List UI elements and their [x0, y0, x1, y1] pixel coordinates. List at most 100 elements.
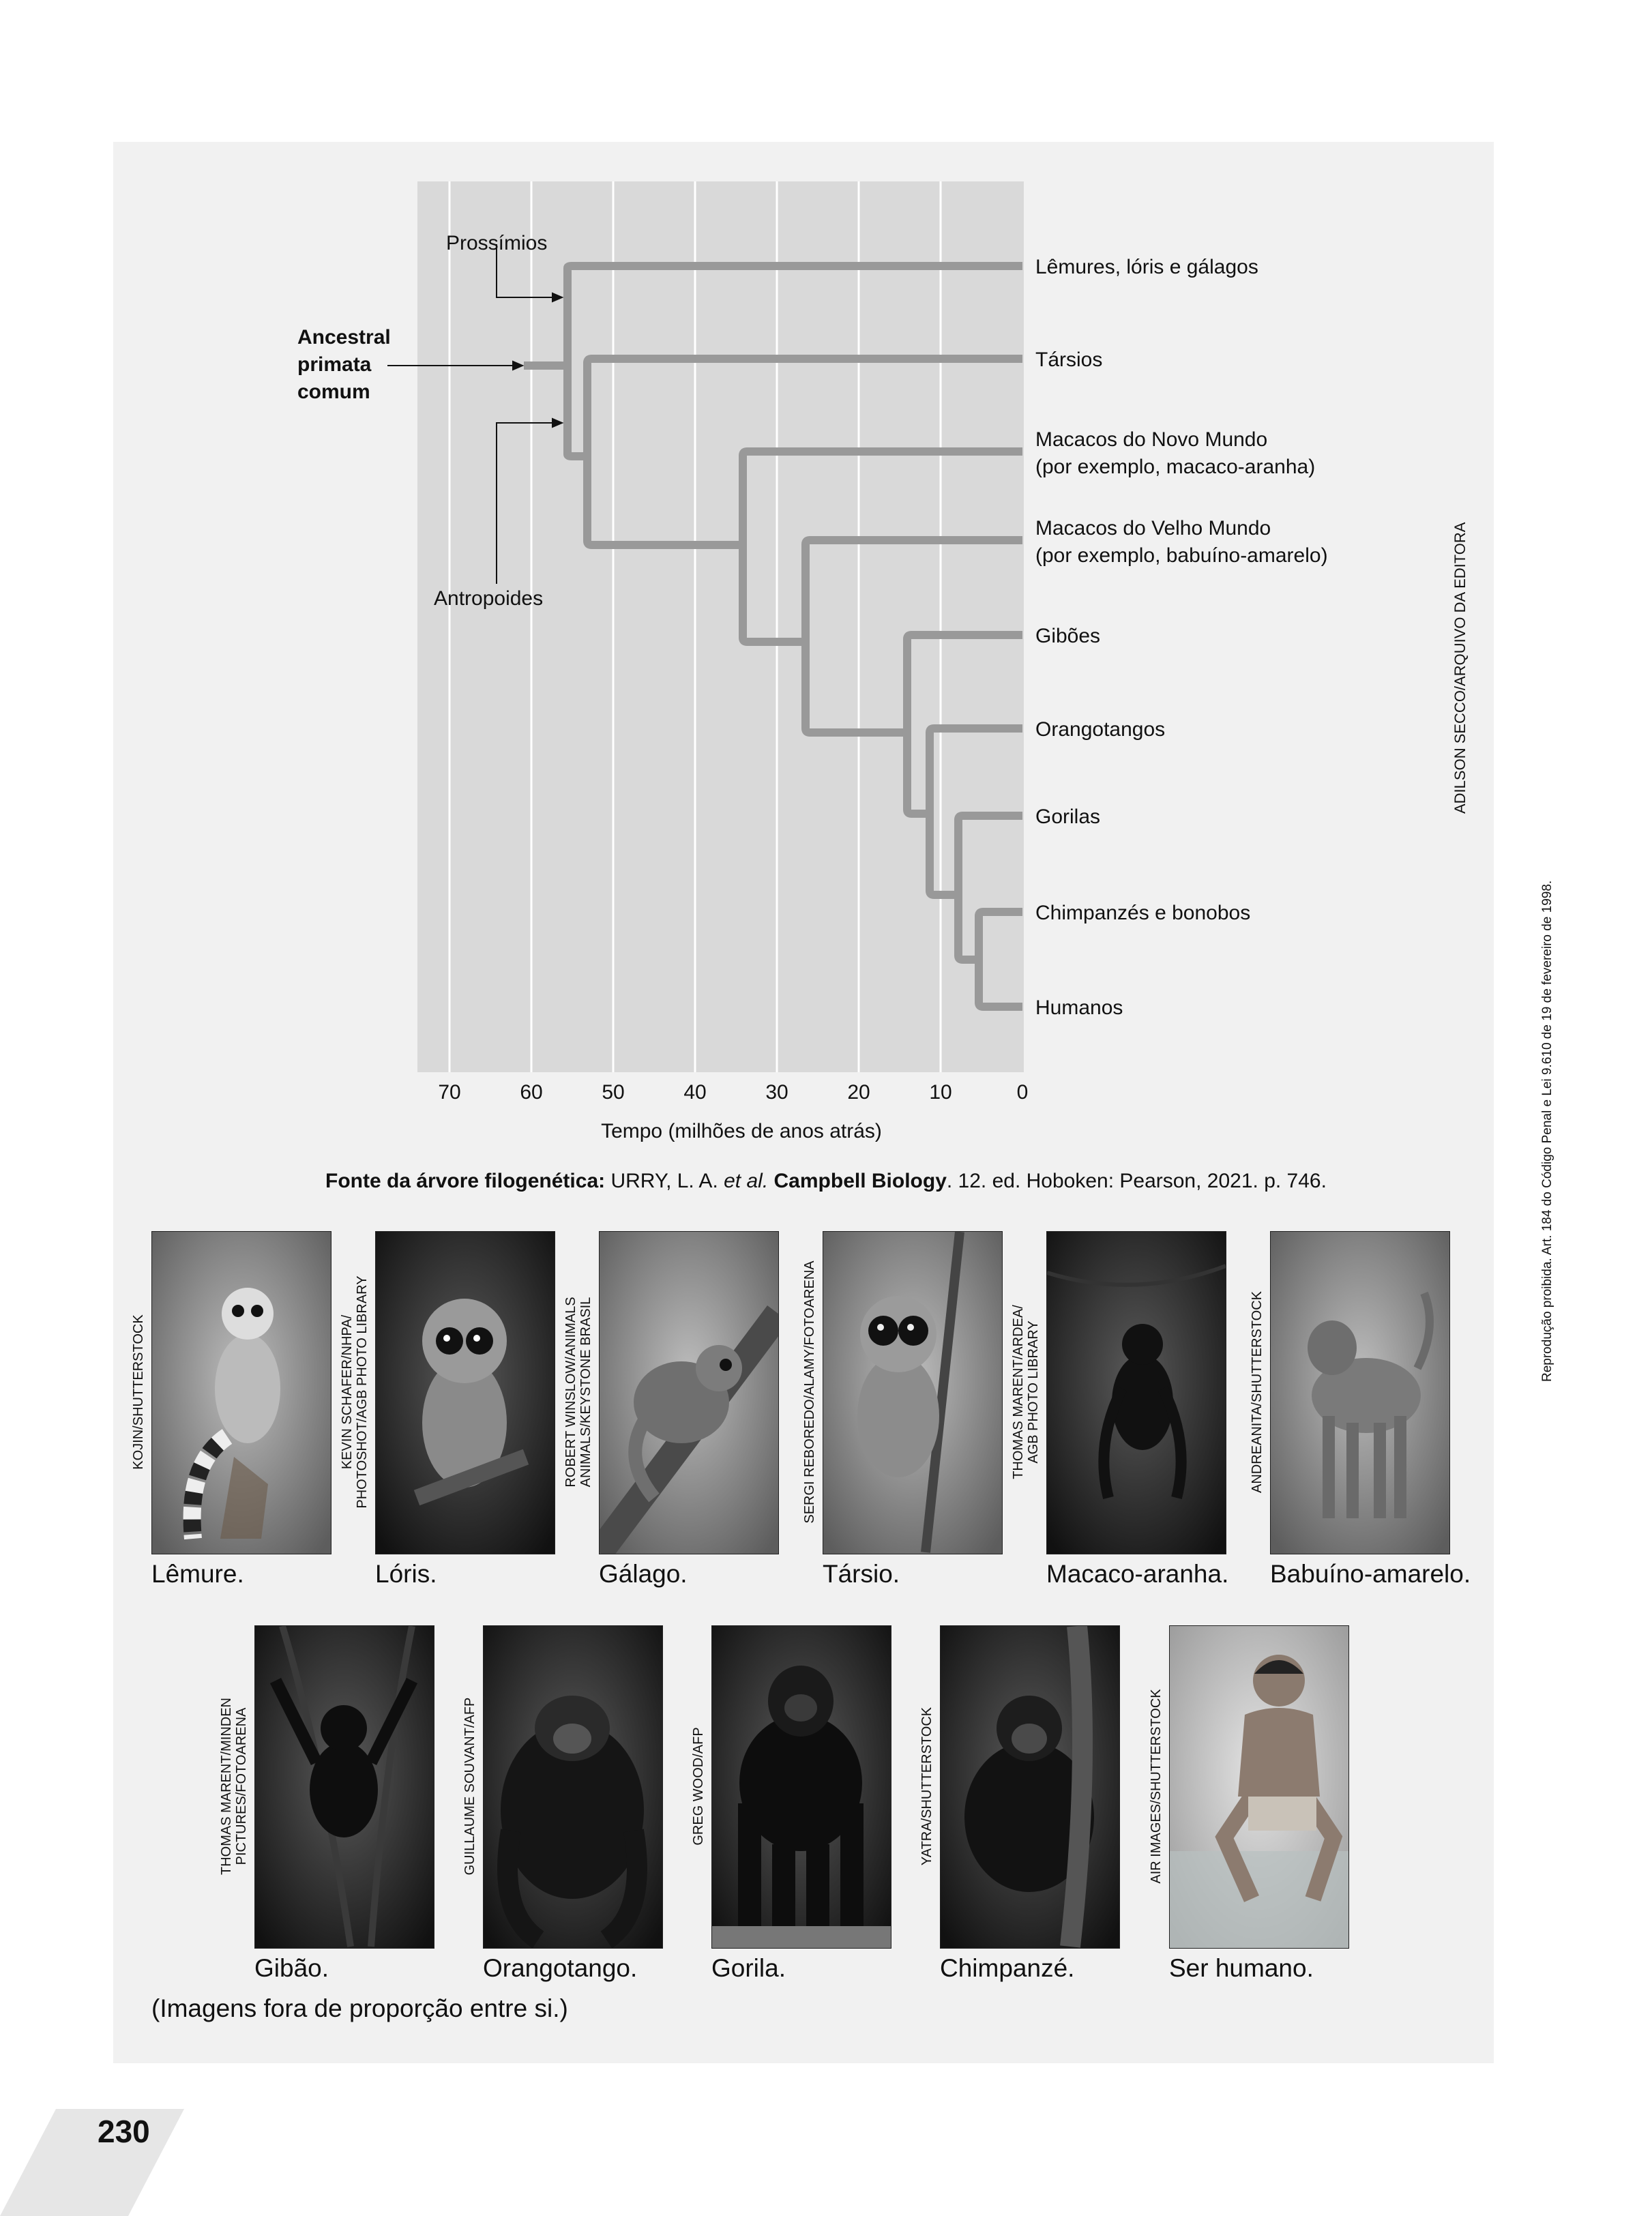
- photo-credit: GUILLAUME SOUVANT/AFP: [462, 1625, 477, 1947]
- human-icon: [1170, 1626, 1348, 1948]
- prosimians-arrowhead: [552, 292, 564, 303]
- ancestor-label-line-2: primata: [297, 353, 372, 376]
- source-authors: URRY, L. A.: [610, 1170, 718, 1192]
- photo-galago: [599, 1231, 779, 1554]
- photo-credit-line: ANIMALS/KEYSTONE BRASIL: [578, 1297, 593, 1488]
- galago-icon: [600, 1232, 778, 1554]
- photo-ring-tailed-lemur: [151, 1231, 331, 1554]
- photo-caption: Gálago.: [599, 1560, 688, 1588]
- time-tick-label: 20: [847, 1081, 870, 1104]
- branch-catarrhines: [739, 637, 806, 646]
- branch-gibbons: [903, 631, 1022, 810]
- photo-gibbon: [254, 1625, 434, 1949]
- branch-old-world: [801, 536, 1022, 728]
- photo-credit-line: PHOTOSHOT/AGB PHOTO LIBRARY: [355, 1275, 370, 1509]
- tarsier-icon: [823, 1232, 1002, 1554]
- ancestor-label: Ancestral primata comum: [297, 326, 391, 403]
- photo-caption: Lóris.: [375, 1560, 437, 1588]
- spider-monkey-icon: [1047, 1232, 1226, 1554]
- ancestor-label-line-1: Ancestral: [297, 326, 391, 349]
- photo-credit: AIR IMAGES/SHUTTERSTOCK: [1149, 1625, 1164, 1947]
- photo-credit-line: SERGI REBOREDO/ALAMY/FOTOARENA: [802, 1260, 817, 1524]
- photo-caption: Babuíno-amarelo.: [1270, 1560, 1471, 1588]
- photo-credit: SERGI REBOREDO/ALAMY/FOTOARENA: [802, 1231, 817, 1553]
- page-number: 230: [98, 2114, 150, 2149]
- photo-credit: GREG WOOD/AFP: [691, 1625, 706, 1947]
- photo-caption: Macaco-aranha.: [1046, 1560, 1229, 1588]
- annotation-arrows: [387, 244, 564, 584]
- branch-prosimian-split: [563, 452, 587, 460]
- time-axis-label: Tempo (milhões de anos atrás): [601, 1120, 882, 1142]
- branch-tarsier: [583, 355, 1022, 541]
- proportion-note: (Imagens fora de proporção entre si.): [151, 1994, 568, 2022]
- photo-tarsier: [823, 1231, 1003, 1554]
- time-tick-label: 50: [602, 1081, 624, 1104]
- phylogenetic-tree: Ancestral primata comum Prossímios Antro…: [297, 181, 1328, 1142]
- branch-humans: [975, 1002, 1022, 1011]
- anthropoids-arrowhead: [552, 417, 564, 428]
- time-tick-label: 60: [520, 1081, 542, 1104]
- photo-credit: ROBERT WINSLOW/ANIMALS ANIMALS/KEYSTONE B…: [563, 1231, 593, 1553]
- photo-caption: Ser humano.: [1169, 1954, 1314, 1982]
- photo-credit: THOMAS MARENT/ARDEA/AGB PHOTO LIBRARY: [1011, 1231, 1041, 1553]
- baboon-icon: [1271, 1232, 1449, 1554]
- branch-prosimians-anthropoids: [563, 262, 1022, 454]
- branch-apes: [801, 728, 907, 737]
- time-tick-label: 30: [765, 1081, 788, 1104]
- photo-caption: Chimpanzé.: [940, 1954, 1075, 1982]
- photo-credit: ANDREANITA/SHUTTERSTOCK: [1250, 1231, 1265, 1553]
- branch-orangutans: [926, 724, 1022, 891]
- photo-credit: THOMAS MARENT/MINDEN PICTURES/FOTOARENA: [219, 1625, 249, 1947]
- ancestor-arrowhead: [512, 360, 525, 371]
- anthropoids-arrow: [496, 422, 557, 584]
- taxon-label: (por exemplo, macaco-aranha): [1035, 456, 1315, 478]
- time-tick-label: 0: [1017, 1081, 1029, 1104]
- legal-notice: Reprodução proibida. Art. 184 do Código …: [1540, 880, 1554, 1382]
- time-axis-ticks: 70 60 50 40 30 20 10 0: [438, 1081, 1028, 1104]
- source-title: Campbell Biology: [773, 1170, 947, 1192]
- photo-credit: YATRA/SHUTTERSTOCK: [919, 1625, 934, 1947]
- taxon-label: Lêmures, lóris e gálagos: [1035, 256, 1258, 278]
- photo-credit-line: ROBERT WINSLOW/ANIMALS: [563, 1297, 578, 1488]
- photo-caption: Gibão.: [254, 1954, 329, 1982]
- taxon-label: Humanos: [1035, 996, 1123, 1019]
- photo-baboon: [1270, 1231, 1450, 1554]
- taxon-label: Macacos do Novo Mundo: [1035, 428, 1267, 451]
- time-tick-label: 40: [683, 1081, 706, 1104]
- loris-icon: [376, 1232, 555, 1554]
- photo-credit-line: PICTURES/FOTOARENA: [234, 1707, 249, 1865]
- taxon-labels: Lêmures, lóris e gálagos Társios Macacos d…: [1035, 256, 1328, 1019]
- photo-credit-line: YATRA/SHUTTERSTOCK: [919, 1707, 934, 1866]
- photo-spider-monkey: [1046, 1231, 1226, 1554]
- photo-caption: Orangotango.: [483, 1954, 638, 1982]
- photo-chimpanzee: [940, 1625, 1120, 1949]
- branch-great-apes: [903, 809, 930, 818]
- anthropoids-label: Antropoides: [434, 587, 543, 610]
- tree-credit: ADILSON SECCO/ARQUIVO DA EDITORA: [1451, 522, 1469, 814]
- time-tick-label: 70: [438, 1081, 460, 1104]
- photo-caption: Gorila.: [711, 1954, 786, 1982]
- photo-caption: Társio.: [823, 1560, 900, 1588]
- tree-branches: [524, 262, 1022, 1011]
- photo-orangutan: [483, 1625, 663, 1949]
- taxon-label: Macacos do Velho Mundo: [1035, 517, 1271, 540]
- taxon-label: (por exemplo, babuíno-amarelo): [1035, 544, 1328, 567]
- gibbon-icon: [255, 1626, 434, 1948]
- branch-new-world: [739, 447, 1022, 638]
- photo-credit-line: AGB PHOTO LIBRARY: [1026, 1320, 1041, 1464]
- photo-credit-line: THOMAS MARENT/MINDEN: [219, 1698, 234, 1875]
- branch-anthropoid-stem: [583, 540, 743, 549]
- taxon-label: Orangotangos: [1035, 718, 1165, 741]
- photo-credit: KOJIN/SHUTTERSTOCK: [131, 1231, 146, 1553]
- taxon-label: Gibões: [1035, 625, 1100, 647]
- photo-credit-line: ANDREANITA/SHUTTERSTOCK: [1250, 1291, 1265, 1493]
- taxon-label: Chimpanzés e bonobos: [1035, 902, 1250, 924]
- photo-credit-line: KEVIN SCHAFER/NHPA/: [340, 1314, 355, 1470]
- page-number-tab: [0, 2109, 184, 2216]
- orangutan-icon: [484, 1626, 662, 1948]
- ancestor-label-line-3: comum: [297, 381, 370, 403]
- time-gridlines: [448, 181, 942, 1072]
- prosimians-label: Prossímios: [446, 232, 547, 254]
- branch-african-apes: [926, 890, 958, 899]
- photo-gorilla: [711, 1625, 891, 1949]
